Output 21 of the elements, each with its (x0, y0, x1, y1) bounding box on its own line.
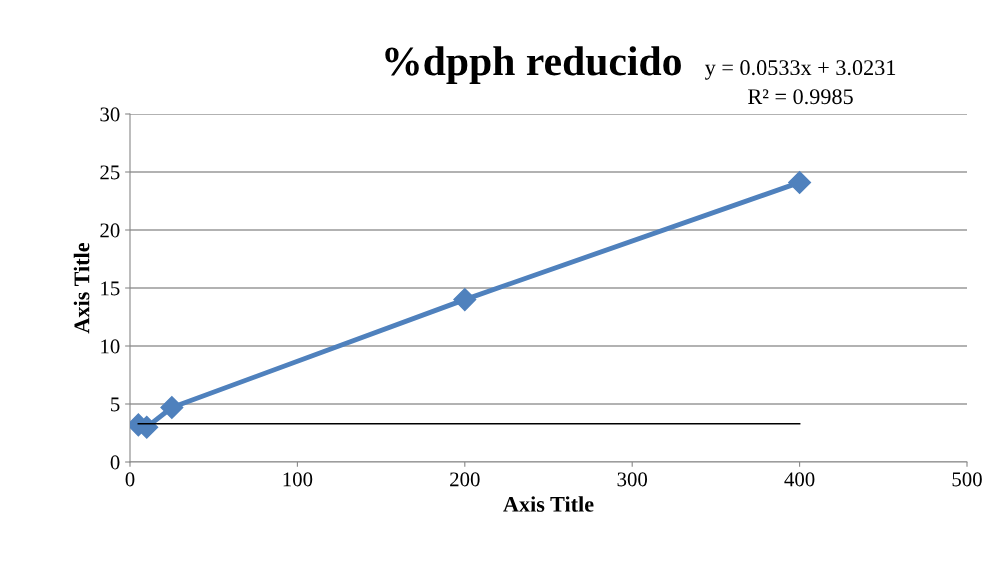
y-tick-label: 10 (101, 339, 120, 354)
x-tick-label: 500 (952, 472, 982, 487)
y-tick-label: 25 (100, 165, 120, 180)
point (788, 170, 812, 194)
y-tick-label: 30 (100, 107, 120, 122)
y-tick-label: 5 (111, 397, 120, 412)
x-tick-label: 400 (784, 472, 815, 487)
x-tick-label: 100 (283, 472, 313, 487)
x-tick-label: 300 (617, 472, 648, 487)
x-tick-label: 200 (450, 472, 480, 487)
text: R² = 0.9985 (748, 89, 853, 105)
chart-title: %dpph reducido (385, 46, 681, 84)
y-tick-label: 20 (100, 223, 120, 238)
x-tick-label: 0 (125, 472, 135, 487)
y-axis-title: Axis Title (73, 242, 90, 334)
text: y = 0.0533x + 3.0231 (704, 60, 896, 80)
x-axis-title: Axis Title (503, 496, 594, 512)
point (160, 395, 184, 419)
point (453, 288, 477, 312)
y-tick-label: 0 (110, 455, 120, 470)
y-tick-label: 15 (101, 281, 120, 296)
